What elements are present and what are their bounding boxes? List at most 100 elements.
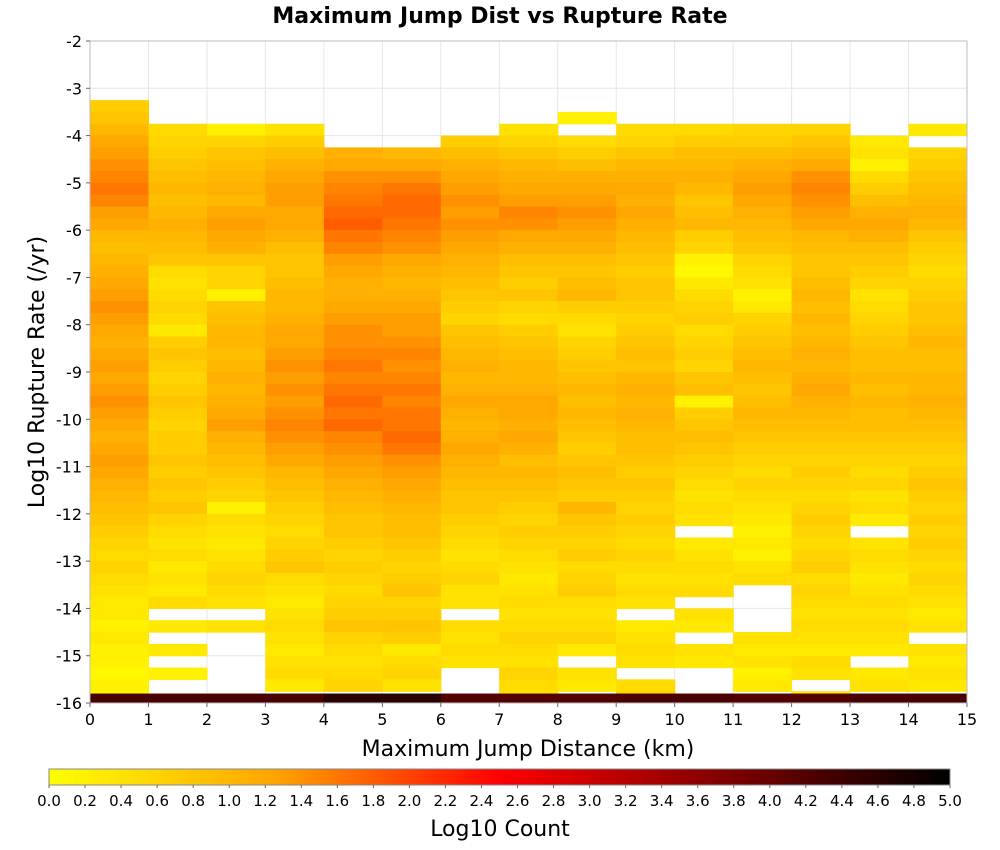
heatmap-cell <box>791 241 851 255</box>
heatmap-cell <box>382 324 442 338</box>
heatmap-cell <box>616 336 676 349</box>
colorbar-tick-label: 3.8 <box>722 792 746 810</box>
heatmap-cell <box>323 513 383 527</box>
heatmap-cell <box>499 289 559 302</box>
heatmap-cell <box>206 289 266 302</box>
heatmap-cell <box>206 596 266 610</box>
heatmap-cell <box>733 206 793 219</box>
heatmap-cell <box>733 466 793 479</box>
heatmap-cell <box>791 206 851 219</box>
heatmap-cell <box>382 431 442 444</box>
heatmap-cell <box>791 431 851 444</box>
heatmap-cell <box>440 324 500 338</box>
heatmap-cell <box>382 230 442 243</box>
heatmap-cell <box>850 561 910 574</box>
heatmap-cell <box>90 383 150 397</box>
heatmap-cell <box>616 312 676 326</box>
heatmap-cell <box>674 253 734 267</box>
heatmap-cell <box>616 147 676 160</box>
heatmap-cell <box>148 265 208 279</box>
heatmap-cell <box>616 360 676 373</box>
heatmap-cell <box>674 643 734 657</box>
heatmap-cell <box>733 643 793 657</box>
heatmap-cell <box>557 419 617 432</box>
heatmap-cell <box>90 572 150 586</box>
heatmap-cell <box>440 431 500 444</box>
heatmap-cell <box>499 620 559 633</box>
x-tick-label: 8 <box>553 710 563 729</box>
heatmap-cell <box>499 478 559 491</box>
heatmap-cell <box>733 525 793 539</box>
heatmap-cell <box>265 502 325 515</box>
heatmap-cell <box>499 147 559 160</box>
heatmap-cell <box>616 383 676 397</box>
heatmap-cell <box>265 147 325 160</box>
heatmap-cell <box>674 301 734 314</box>
x-tick-label: 10 <box>664 710 684 729</box>
heatmap-cell <box>323 324 383 338</box>
heatmap-cell <box>616 182 676 196</box>
heatmap-cell <box>791 336 851 349</box>
heatmap-cell <box>265 537 325 550</box>
heatmap-cell <box>791 301 851 314</box>
heatmap-cell <box>557 442 617 456</box>
heatmap-cell <box>148 395 208 409</box>
heatmap-cell <box>791 525 851 539</box>
heatmap-cell <box>382 572 442 586</box>
heatmap-cell <box>616 289 676 302</box>
heatmap-cell <box>791 608 851 621</box>
heatmap-cell <box>557 679 617 692</box>
colorbar-tick-label: 2.4 <box>470 792 494 810</box>
heatmap-cell <box>616 135 676 148</box>
heatmap-cell <box>674 206 734 219</box>
heatmap-cell <box>791 194 851 208</box>
heatmap-cell <box>791 159 851 172</box>
heatmap-cell <box>499 549 559 562</box>
heatmap-cell <box>206 206 266 219</box>
heatmap-cell <box>850 679 910 692</box>
heatmap-cell <box>674 147 734 160</box>
heatmap-cell <box>791 693 851 703</box>
heatmap-cell <box>674 620 734 633</box>
heatmap-cell <box>674 348 734 361</box>
heatmap-cell <box>382 253 442 267</box>
heatmap-cell <box>557 549 617 562</box>
x-axis-label: Maximum Jump Distance (km) <box>362 737 695 762</box>
heatmap-cell <box>674 159 734 172</box>
heatmap-cell <box>908 336 967 349</box>
y-tick-label: -4 <box>66 127 82 146</box>
heatmap-cell <box>674 502 734 515</box>
heatmap-cell <box>616 230 676 243</box>
heatmap-cell <box>206 182 266 196</box>
heatmap-cell <box>616 253 676 267</box>
heatmap-cell <box>90 182 150 196</box>
heatmap-cell <box>850 289 910 302</box>
heatmap-cell <box>499 632 559 645</box>
x-tick-label: 11 <box>723 710 743 729</box>
heatmap-cell <box>733 537 793 550</box>
heatmap-cell <box>440 407 500 420</box>
heatmap-cell <box>148 454 208 468</box>
heatmap-cell <box>791 442 851 456</box>
colorbar <box>48 768 951 786</box>
heatmap-cell <box>674 419 734 432</box>
heatmap-cell <box>206 147 266 160</box>
heatmap-cell <box>148 218 208 231</box>
heatmap-cell <box>265 360 325 373</box>
x-tick-label: 9 <box>611 710 621 729</box>
heatmap-cell <box>323 277 383 290</box>
heatmap-cell <box>148 478 208 491</box>
heatmap-cell <box>616 277 676 290</box>
heatmap-cell <box>265 324 325 338</box>
heatmap-cell <box>557 372 617 385</box>
heatmap-cell <box>557 431 617 444</box>
heatmap-cell <box>382 312 442 326</box>
heatmap-cell <box>323 502 383 515</box>
heatmap-cell <box>323 218 383 231</box>
heatmap-cell <box>674 407 734 420</box>
heatmap-cell <box>850 632 910 645</box>
heatmap-cell <box>791 478 851 491</box>
heatmap-cell <box>440 147 500 160</box>
heatmap-cell <box>323 407 383 420</box>
heatmap-cell <box>674 372 734 385</box>
